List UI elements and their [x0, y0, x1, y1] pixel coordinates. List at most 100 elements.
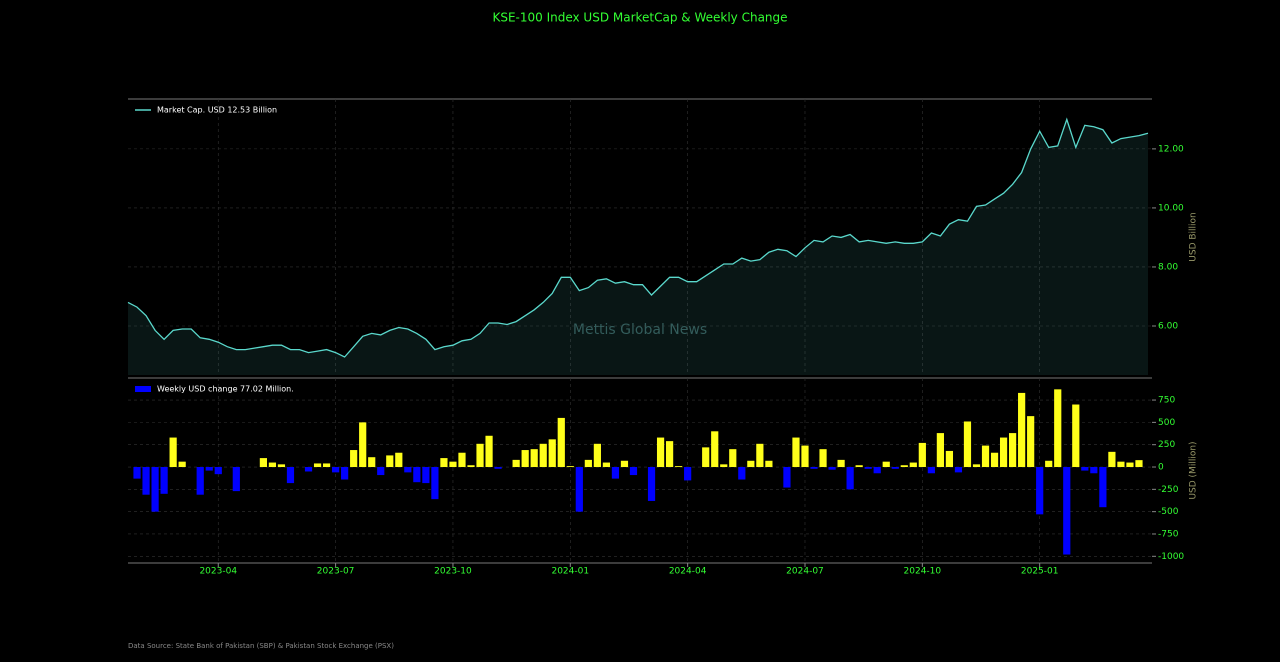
- chart-title: KSE-100 Index USD MarketCap & Weekly Cha…: [492, 11, 787, 25]
- bar: [196, 467, 204, 495]
- area-fill: [128, 119, 1148, 376]
- bar: [395, 452, 403, 468]
- bar: [747, 460, 755, 468]
- bar: [1117, 461, 1125, 468]
- bar: [440, 458, 448, 468]
- bar: [738, 467, 746, 480]
- watermark: Mettis Global News: [573, 322, 707, 338]
- bar: [1072, 404, 1080, 468]
- bar: [765, 460, 773, 468]
- bar: [1036, 467, 1044, 515]
- bar: [286, 467, 295, 484]
- x-tick-label: 2024-07: [786, 567, 824, 577]
- bar: [277, 464, 286, 468]
- bar: [729, 449, 737, 468]
- y-tick-label: 12.00: [1158, 144, 1184, 154]
- bar: [963, 421, 972, 468]
- bar: [981, 445, 990, 468]
- bar: [1099, 467, 1107, 508]
- bar: [1054, 389, 1062, 468]
- bar: [169, 437, 177, 468]
- y-tick-label: 500: [1158, 418, 1175, 428]
- bar: [1081, 467, 1089, 471]
- bar: [214, 467, 222, 475]
- bar: [160, 467, 168, 494]
- bar: [341, 467, 349, 480]
- bar: [1135, 460, 1143, 468]
- bar: [972, 464, 981, 468]
- bar: [386, 455, 394, 468]
- bar: [584, 459, 592, 468]
- bar: [810, 467, 818, 469]
- bar: [530, 449, 538, 468]
- y-tick-label: -1000: [1158, 552, 1184, 562]
- bar: [620, 460, 629, 468]
- bar: [413, 467, 421, 483]
- bar: [656, 437, 665, 468]
- bar: [332, 467, 340, 473]
- x-tick-label: 2025-01: [1021, 567, 1059, 577]
- bar: [377, 467, 385, 476]
- y-tick-label: 250: [1158, 440, 1175, 450]
- x-tick-label: 2024-10: [904, 567, 942, 577]
- bar: [322, 463, 331, 468]
- y-tick-label: -500: [1158, 507, 1179, 517]
- bar: [801, 445, 809, 468]
- x-tick-label: 2023-04: [199, 567, 237, 577]
- bar: [711, 431, 719, 468]
- bar: [1126, 462, 1134, 468]
- bar: [512, 459, 520, 468]
- bar: [232, 467, 240, 492]
- bar: [855, 465, 863, 468]
- bar: [368, 457, 376, 468]
- bar: [1009, 433, 1017, 468]
- bar: [945, 450, 954, 468]
- bar: [900, 465, 908, 468]
- bar: [647, 467, 656, 501]
- bar: [720, 464, 728, 468]
- bar: [178, 461, 186, 468]
- x-tick-label: 2023-10: [434, 567, 472, 577]
- bar: [304, 467, 313, 472]
- bar: [792, 437, 800, 468]
- legend-label: Weekly USD change 77.02 Million.: [157, 385, 294, 394]
- bar: [449, 461, 457, 468]
- bar: [846, 467, 854, 490]
- bar: [882, 461, 890, 468]
- legend-label: Market Cap. USD 12.53 Billion: [157, 106, 277, 115]
- bar: [431, 467, 439, 500]
- y-axis-label: USD (Million): [1189, 441, 1199, 499]
- x-tick-label: 2024-04: [669, 567, 707, 577]
- bar: [593, 443, 601, 468]
- bar: [151, 467, 159, 512]
- source-note: Data Source: State Bank of Pakistan (SBP…: [128, 642, 394, 650]
- bar: [999, 437, 1008, 468]
- bar: [575, 467, 583, 512]
- line: [127, 117, 1149, 358]
- y-tick-label: 750: [1158, 396, 1175, 406]
- bar: [521, 450, 529, 468]
- bar: [1090, 467, 1098, 474]
- y-tick-label: -250: [1158, 485, 1179, 495]
- y-axis-label: USD Billion: [1189, 212, 1199, 261]
- y-tick-label: 0: [1158, 463, 1164, 473]
- bar: [819, 449, 827, 468]
- bar: [142, 467, 150, 495]
- bar: [476, 443, 484, 468]
- bar: [684, 467, 692, 481]
- bar: [566, 466, 574, 468]
- bar: [828, 467, 836, 470]
- bar: [783, 467, 791, 488]
- bar: [1018, 392, 1026, 468]
- bar: [837, 459, 845, 468]
- bar: [990, 452, 999, 468]
- bar: [557, 417, 565, 468]
- legend-swatch: [135, 386, 151, 392]
- y-tick-label: -750: [1158, 529, 1179, 539]
- bar: [1027, 416, 1035, 468]
- bar: [756, 443, 764, 468]
- x-tick-label: 2024-01: [551, 567, 589, 577]
- bar: [1108, 451, 1116, 468]
